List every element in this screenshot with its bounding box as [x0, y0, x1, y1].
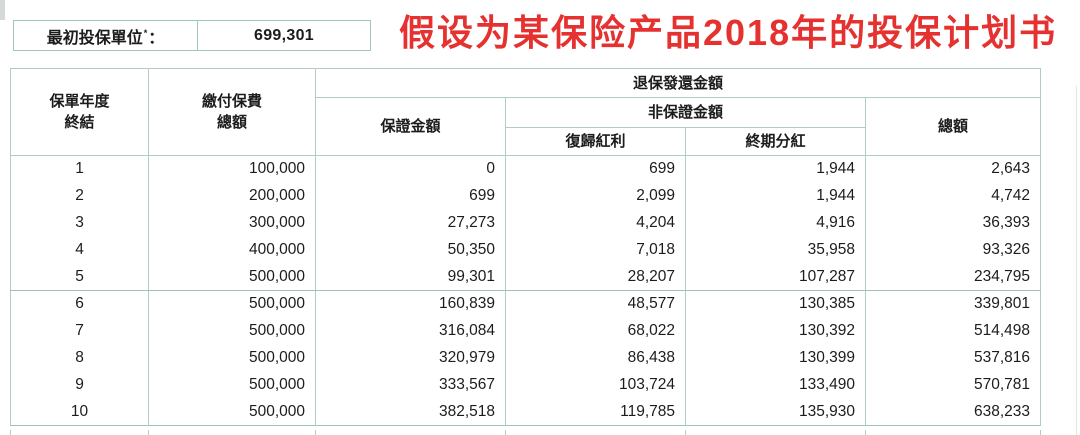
cell-reversionary: 119,785 — [505, 398, 686, 426]
cell-reversionary: 48,577 — [505, 290, 686, 318]
cell-guaranteed: 382,518 — [315, 398, 506, 426]
table-row: 8 500,000 320,979 86,438 130,399 537,816 — [10, 344, 1041, 372]
cell-reversionary: 68,022 — [505, 317, 686, 345]
cell-guaranteed: 0 — [315, 155, 506, 183]
cell-policy-year: 7 — [10, 317, 149, 345]
header-terminal-dividend: 終期分紅 — [685, 127, 866, 156]
cell-premium: 500,000 — [148, 263, 316, 291]
cell-policy-year: 1 — [10, 155, 149, 183]
cell-total: 638,233 — [865, 398, 1041, 426]
header-surrender-amount: 退保發還金額 — [315, 68, 1041, 98]
cell-policy-year: 9 — [10, 371, 149, 399]
cell-terminal: 130,392 — [685, 317, 866, 345]
cell-premium: 400,000 — [148, 236, 316, 264]
surrender-value-table: 保單年度 終結 繳付保費 總額 退保發還金額 保證金額 非保證金額 總額 復歸紅… — [10, 68, 1041, 426]
header-policy-year: 保單年度 終結 — [10, 68, 149, 156]
cell-guaranteed: 333,567 — [315, 371, 506, 399]
cell-policy-year: 6 — [10, 290, 149, 318]
cell-reversionary: 86,438 — [505, 344, 686, 372]
cell-terminal: 107,287 — [685, 263, 866, 291]
cell-reversionary: 2,099 — [505, 182, 686, 210]
header-non-guaranteed: 非保證金額 — [505, 97, 866, 128]
cell-terminal: 4,916 — [685, 209, 866, 237]
cell-total: 514,498 — [865, 317, 1041, 345]
cell-policy-year: 10 — [10, 398, 149, 426]
cell-total: 537,816 — [865, 344, 1041, 372]
cell-terminal: 135,930 — [685, 398, 866, 426]
cell-premium: 500,000 — [148, 398, 316, 426]
cell-terminal: 130,399 — [685, 344, 866, 372]
cell-guaranteed: 320,979 — [315, 344, 506, 372]
cell-reversionary: 4,204 — [505, 209, 686, 237]
cell-premium: 200,000 — [148, 182, 316, 210]
table-row: 9 500,000 333,567 103,724 133,490 570,78… — [10, 371, 1041, 399]
table-row: 10 500,000 382,518 119,785 135,930 638,2… — [10, 398, 1041, 426]
header-premium-total: 繳付保費 總額 — [148, 68, 316, 156]
cell-terminal: 133,490 — [685, 371, 866, 399]
table-row: 3 300,000 27,273 4,204 4,916 36,393 — [10, 209, 1041, 237]
cell-premium: 500,000 — [148, 290, 316, 318]
cell-terminal: 130,385 — [685, 290, 866, 318]
cell-policy-year: 8 — [10, 344, 149, 372]
table-continuation-border — [315, 430, 316, 435]
table-row: 4 400,000 50,350 7,018 35,958 93,326 — [10, 236, 1041, 264]
cell-total: 93,326 — [865, 236, 1041, 264]
cell-policy-year: 2 — [10, 182, 149, 210]
cell-reversionary: 7,018 — [505, 236, 686, 264]
table-row: 1 100,000 0 699 1,944 2,643 — [10, 155, 1041, 183]
cell-total: 4,742 — [865, 182, 1041, 210]
table-continuation-border — [505, 430, 506, 435]
cell-premium: 500,000 — [148, 317, 316, 345]
table-row: 6 500,000 160,839 48,577 130,385 339,801 — [10, 290, 1041, 318]
cell-guaranteed: 160,839 — [315, 290, 506, 318]
table-row: 7 500,000 316,084 68,022 130,392 514,498 — [10, 317, 1041, 345]
cell-reversionary: 28,207 — [505, 263, 686, 291]
initial-units-label: 最初投保單位 *： — [14, 21, 198, 50]
cell-reversionary: 699 — [505, 155, 686, 183]
table-continuation-border — [865, 430, 866, 435]
initial-units-value: 699,301 — [254, 26, 314, 44]
cell-reversionary: 103,724 — [505, 371, 686, 399]
table-row: 2 200,000 699 2,099 1,944 4,742 — [10, 182, 1041, 210]
initial-units-label-text: 最初投保單位 — [46, 29, 143, 47]
cell-total: 339,801 — [865, 290, 1041, 318]
cell-guaranteed: 50,350 — [315, 236, 506, 264]
cell-guaranteed: 699 — [315, 182, 506, 210]
cell-guaranteed: 27,273 — [315, 209, 506, 237]
cell-guaranteed: 99,301 — [315, 263, 506, 291]
cell-terminal: 1,944 — [685, 182, 866, 210]
cell-total: 36,393 — [865, 209, 1041, 237]
cell-premium: 100,000 — [148, 155, 316, 183]
cell-policy-year: 5 — [10, 263, 149, 291]
cell-premium: 500,000 — [148, 371, 316, 399]
cell-terminal: 35,958 — [685, 236, 866, 264]
cell-total: 570,781 — [865, 371, 1041, 399]
cell-policy-year: 3 — [10, 209, 149, 237]
header-total: 總額 — [865, 97, 1041, 156]
page-edge-line — [1076, 86, 1077, 435]
cell-total: 234,795 — [865, 263, 1041, 291]
table-continuation-border — [685, 430, 686, 435]
table-continuation-border — [148, 430, 149, 435]
cell-guaranteed: 316,084 — [315, 317, 506, 345]
cell-terminal: 1,944 — [685, 155, 866, 183]
header-guaranteed: 保證金額 — [315, 97, 506, 156]
cell-premium: 500,000 — [148, 344, 316, 372]
cell-policy-year: 4 — [10, 236, 149, 264]
header-reversionary-bonus: 復歸紅利 — [505, 127, 686, 156]
cell-premium: 300,000 — [148, 209, 316, 237]
initial-units-box: 最初投保單位 *： 699,301 — [13, 20, 371, 51]
red-annotation-title: 假设为某保险产品2018年的投保计划书 — [399, 12, 1058, 53]
asterisk-footnote-mark: * — [143, 27, 148, 38]
corner-artifact — [0, 0, 5, 20]
table-continuation-border — [1040, 430, 1041, 435]
table-continuation-border — [10, 430, 11, 435]
table-row: 5 500,000 99,301 28,207 107,287 234,795 — [10, 263, 1041, 291]
initial-units-colon: ： — [148, 29, 165, 47]
cell-total: 2,643 — [865, 155, 1041, 183]
